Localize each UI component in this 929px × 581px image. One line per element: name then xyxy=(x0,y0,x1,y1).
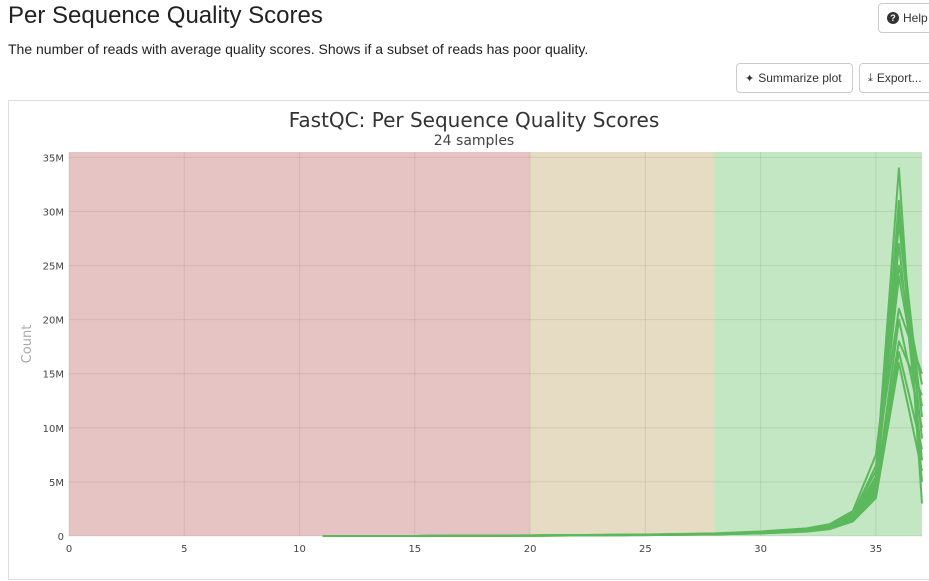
x-tick-label: 0 xyxy=(66,544,72,555)
x-tick-label: 5 xyxy=(181,544,187,555)
x-tick-label: 25 xyxy=(639,544,652,555)
quality-bands xyxy=(69,152,922,536)
y-axis-ticks: 0 5M 10M 15M 20M 25M 30M 35M xyxy=(43,153,64,543)
export-label: Export... xyxy=(876,71,922,85)
y-tick-label: 35M xyxy=(43,153,64,164)
page-description: The number of reads with average quality… xyxy=(8,41,589,57)
y-tick-label: 30M xyxy=(43,207,64,218)
quality-scores-chart[interactable]: 0 5 10 15 20 25 30 35 0 5M 10M 15M 20M 25M 30M 35M Fas… xyxy=(9,101,929,581)
y-tick-label: 5M xyxy=(49,478,64,489)
x-tick-label: 35 xyxy=(870,544,883,555)
quality-band-0 xyxy=(69,152,531,536)
chart-title: FastQC: Per Sequence Quality Scores xyxy=(289,108,660,132)
series-lines xyxy=(322,167,923,537)
x-tick-label: 20 xyxy=(524,544,537,555)
help-label: Help xyxy=(903,11,928,25)
help-button[interactable]: ? Help xyxy=(878,3,929,33)
y-tick-label: 25M xyxy=(43,262,64,273)
download-icon: ⤓ xyxy=(868,71,873,84)
summarize-label: Summarize plot xyxy=(758,71,842,85)
x-tick-label: 10 xyxy=(293,544,306,555)
question-circle-icon: ? xyxy=(887,12,899,24)
chart-subtitle: 24 samples xyxy=(434,133,514,149)
quality-band-1 xyxy=(530,152,715,536)
y-tick-label: 15M xyxy=(43,370,64,381)
y-tick-label: 0 xyxy=(58,532,64,543)
x-tick-label: 15 xyxy=(408,544,421,555)
summarize-plot-button[interactable]: ✦ Summarize plot xyxy=(736,63,853,93)
x-axis-ticks: 0 5 10 15 20 25 30 35 xyxy=(66,544,882,555)
y-axis-label: Count xyxy=(20,325,35,364)
x-tick-label: 30 xyxy=(754,544,767,555)
y-tick-label: 10M xyxy=(43,424,64,435)
export-button[interactable]: ⤓ Export... xyxy=(859,63,929,93)
series-line-11[interactable] xyxy=(322,242,923,537)
plot-container: 0 5 10 15 20 25 30 35 0 5M 10M 15M 20M 25M 30M 35M Fas… xyxy=(8,100,929,580)
y-tick-label: 20M xyxy=(43,316,64,327)
page-title: Per Sequence Quality Scores xyxy=(8,2,323,29)
sparkle-icon: ✦ xyxy=(745,72,755,85)
